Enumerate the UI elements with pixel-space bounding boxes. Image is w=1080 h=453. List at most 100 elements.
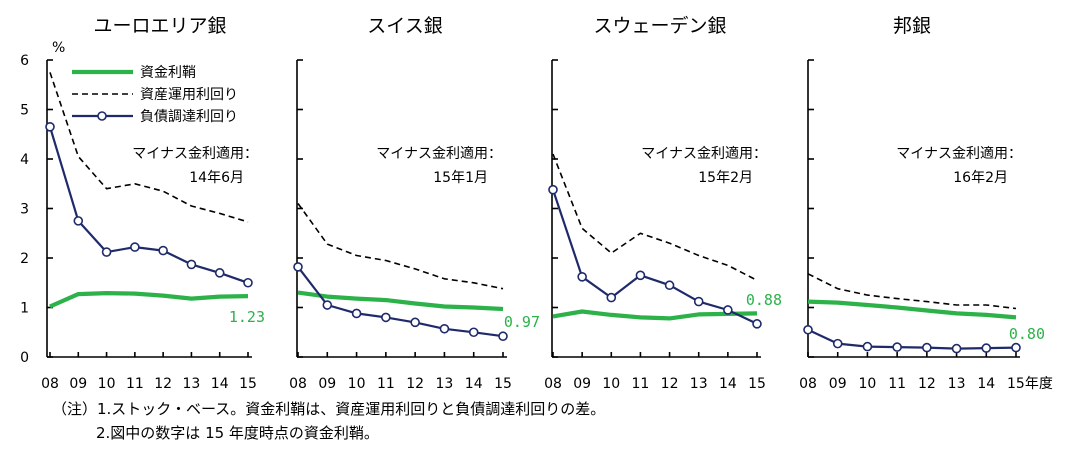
data-point	[73, 216, 84, 226]
series-liability-yield	[551, 189, 758, 325]
data-point	[439, 323, 450, 334]
annotation-line1: マイナス金利適用：	[376, 145, 502, 162]
series-asset-yield	[297, 203, 504, 290]
data-point	[892, 342, 902, 352]
x-tick-label: 12	[661, 376, 679, 392]
annotation-line2: 14年6月	[189, 170, 244, 186]
series-liability-yield	[807, 328, 1017, 350]
annotation-line2: 15年2月	[698, 170, 753, 186]
x-tick-label: 08	[41, 376, 59, 392]
x-tick-label: 14	[977, 376, 995, 392]
x-tick-label: 11	[377, 376, 395, 392]
series-liability-yield	[297, 266, 504, 338]
series-margin	[807, 299, 1017, 320]
x-tick-label: 15	[494, 376, 512, 392]
x-tick-label: 11	[126, 376, 144, 392]
y-tick-label: 5	[20, 103, 29, 119]
data-point	[322, 300, 333, 310]
x-tick-label: 13	[948, 376, 966, 392]
data-point	[214, 268, 225, 278]
series-margin	[49, 291, 249, 309]
annotation-line2: 15年1月	[433, 170, 488, 186]
data-point	[981, 343, 992, 353]
data-point	[635, 270, 646, 281]
x-tick-label: 08	[289, 376, 307, 392]
data-point	[577, 272, 587, 282]
data-point	[410, 317, 420, 328]
data-point	[130, 242, 140, 252]
x-tick-label: 14	[465, 376, 483, 392]
x-tick-label: 10	[859, 376, 877, 392]
data-point	[693, 296, 704, 307]
series-margin	[552, 309, 758, 321]
x-tick-label: 14	[719, 376, 737, 392]
end-value-label: 0.80	[1009, 325, 1045, 343]
panel-title: スイス銀	[367, 15, 442, 37]
x-tick-label: 14	[211, 376, 229, 392]
panel-title: 邦銀	[893, 15, 931, 37]
series-asset-yield	[552, 153, 758, 282]
y-unit-label: %	[52, 40, 65, 56]
data-point	[45, 122, 55, 132]
series-margin	[297, 290, 504, 312]
end-value-label: 1.23	[229, 308, 265, 326]
end-value-label: 0.88	[746, 291, 782, 309]
annotation-line1: マイナス金利適用：	[641, 145, 767, 162]
x-tick-label: 09	[318, 376, 336, 392]
y-tick-label: 6	[20, 53, 29, 69]
panel-title: スウェーデン銀	[593, 15, 726, 37]
x-tick-label: 15年度	[1007, 376, 1053, 392]
x-tick-label: 11	[888, 376, 906, 392]
y-tick-label: 0	[20, 350, 29, 366]
y-tick-label: 3	[20, 202, 29, 218]
data-point	[548, 184, 558, 195]
legend-label: 負債調達利回り	[140, 109, 238, 125]
annotation-line1: マイナス金利適用：	[132, 145, 258, 162]
panel-2: スイス銀 08 09 10 11 12 13 14 15 マイナス金利適用： 15年1月 0.97	[289, 15, 540, 392]
x-tick-label: 13	[436, 376, 454, 392]
data-point	[803, 324, 813, 335]
x-tick-label: 10	[98, 376, 116, 392]
panel-4: 邦銀 08 09 10 11 12 13 14 15年度 マイナス金利適用： 16年2月 0.80	[799, 15, 1053, 392]
data-point	[158, 245, 168, 256]
data-point	[664, 280, 675, 291]
data-point	[381, 312, 391, 323]
legend-label: 資産運用利回り	[140, 87, 238, 103]
panel-3: スウェーデン銀 08 09 10 11 12 13 14 15 マイナス金利適用： 15年2月 0.8…	[544, 15, 782, 392]
panel-title: ユーロエリア銀	[93, 15, 226, 37]
data-point	[351, 308, 362, 319]
x-tick-label: 08	[799, 376, 817, 392]
data-point	[606, 292, 617, 303]
series-asset-yield	[49, 72, 249, 223]
x-tick-label: 09	[829, 376, 847, 392]
end-value-label: 0.97	[504, 313, 540, 331]
x-tick-label: 12	[406, 376, 424, 392]
data-point	[186, 259, 197, 270]
data-point	[951, 343, 962, 354]
annotation-line2: 16年2月	[953, 170, 1008, 186]
x-tick-label: 09	[69, 376, 87, 392]
x-tick-label: 12	[154, 376, 172, 392]
data-point	[862, 341, 873, 352]
x-tick-label: 15	[748, 376, 766, 392]
series-liability-yield	[48, 126, 249, 284]
legend-marker	[97, 111, 107, 121]
x-tick-label: 09	[573, 376, 591, 392]
data-point	[468, 327, 479, 338]
x-tick-label: 10	[348, 376, 366, 392]
data-point	[498, 331, 508, 342]
data-point	[101, 247, 112, 257]
footnote-1: （注）1.ストック・ベース。資金利鞘は、資産運用利回りと負債調達利回りの差。	[52, 400, 606, 418]
y-tick-label: 1	[20, 301, 29, 317]
y-tick-label: 4	[20, 152, 29, 168]
data-point	[832, 338, 843, 349]
x-tick-label: 13	[690, 376, 708, 392]
x-tick-label: 10	[602, 376, 620, 392]
x-tick-label: 15	[239, 376, 257, 392]
y-tick-label: 2	[20, 251, 29, 267]
data-point	[243, 277, 253, 288]
annotation-line1: マイナス金利適用：	[896, 145, 1022, 162]
